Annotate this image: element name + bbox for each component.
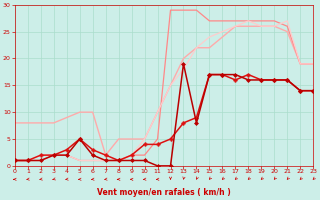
- X-axis label: Vent moyen/en rafales ( km/h ): Vent moyen/en rafales ( km/h ): [97, 188, 231, 197]
